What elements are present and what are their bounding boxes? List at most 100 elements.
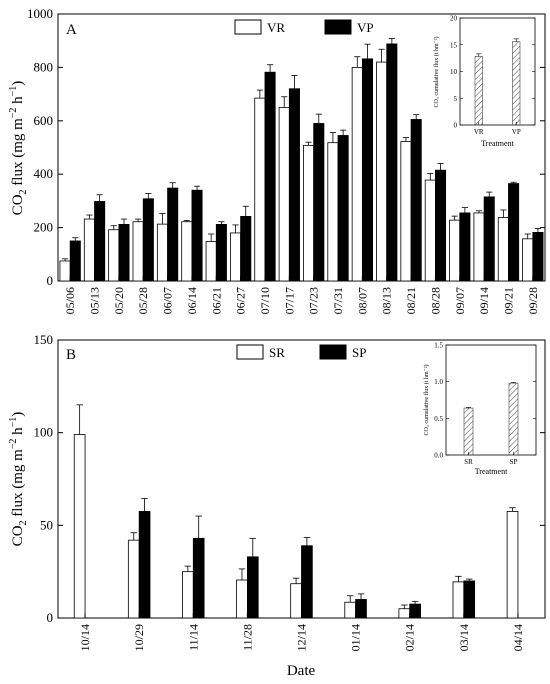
bar-vr xyxy=(327,142,339,282)
panel-b-y-axis-title: CO2 flux (mg m−2 h−1) xyxy=(8,412,29,547)
legend-swatch-sp xyxy=(319,344,347,360)
bar-vp xyxy=(94,201,106,282)
panel-b-x-ticks: 10/14 10/29 11/14 11/28 12/14 01/14 02/14 03/14… xyxy=(78,613,525,651)
inset-bar xyxy=(474,56,483,126)
panel-a-x-ticks: 05/06 05/13 05/20 05/28 06/07 06/14 06/21 06/27… xyxy=(63,276,540,314)
y-tick-label: 400 xyxy=(34,166,54,181)
bar-vr xyxy=(400,141,412,282)
y-tick-label: 0 xyxy=(47,273,54,288)
inset-y-tick-label: 20 xyxy=(450,15,458,23)
inset-x-tick-label: VP xyxy=(512,128,521,136)
bar-sp xyxy=(355,599,367,619)
x-tick-label: 05/06 xyxy=(63,287,77,314)
x-tick-label: 08/28 xyxy=(428,287,442,314)
inset-y-tick-label: 1.5 xyxy=(434,342,443,350)
panel-a-inset: CO₂ cumulative flux (t hm⁻²) Treatment 0… xyxy=(433,15,536,148)
legend-swatch-sr xyxy=(236,344,264,360)
bar-sp xyxy=(192,537,205,619)
bar-vr xyxy=(254,97,266,282)
legend-label-vr: VR xyxy=(267,20,285,35)
panel-b-inset-frame xyxy=(445,344,537,456)
bar-vp xyxy=(435,169,447,282)
x-tick-label: 10/14 xyxy=(78,624,92,651)
x-tick-label: 09/14 xyxy=(477,287,491,314)
bar-sr xyxy=(506,511,519,619)
x-tick-label: 08/13 xyxy=(380,287,394,314)
bar-vp xyxy=(361,58,374,282)
panel-b-chart: B CO2 flux (mg m−2 h−1) Date 0 50 100 150 1… xyxy=(8,332,546,679)
bar-sp xyxy=(246,556,259,619)
inset-y-tick-label: 5 xyxy=(454,95,458,103)
bar-vp xyxy=(532,232,544,282)
legend-swatch-vr xyxy=(234,19,262,35)
bar-vr xyxy=(229,232,242,282)
bar-vp xyxy=(69,240,81,282)
x-tick-label: 07/17 xyxy=(282,287,296,314)
bar-sp xyxy=(463,580,476,619)
bar-vp xyxy=(410,119,422,282)
x-tick-label: 05/28 xyxy=(136,287,150,314)
bar-vr xyxy=(376,61,388,282)
bar-sr xyxy=(290,583,302,619)
panel-a-chart: A CO2 flux (mg m−2 h−1) 0200400600800100… xyxy=(8,6,546,314)
bar-sr xyxy=(236,579,248,619)
x-tick-label: 06/27 xyxy=(234,287,248,314)
x-tick-label: 10/29 xyxy=(132,624,146,651)
bar-vr xyxy=(108,229,120,282)
bar-vr xyxy=(497,217,509,282)
bar-vp xyxy=(215,223,227,282)
inset-y-tick-label: 10 xyxy=(450,68,458,76)
legend-label-sr: SR xyxy=(269,345,285,360)
bar-vr xyxy=(278,107,290,282)
x-tick-label: 11/28 xyxy=(240,624,254,651)
inset-bar xyxy=(463,407,474,456)
bar-vp xyxy=(288,88,300,282)
bar-sr xyxy=(73,434,86,619)
x-tick-label: 06/07 xyxy=(161,287,175,314)
inset-y-tick-label: 1.0 xyxy=(434,378,443,386)
panel-a-legend: VR VP xyxy=(234,19,374,35)
x-tick-label: 06/14 xyxy=(185,287,199,314)
bar-vp xyxy=(118,223,130,282)
bar-vp xyxy=(191,189,203,282)
bar-vp xyxy=(240,215,252,282)
y-tick-label: 0 xyxy=(47,610,54,625)
x-tick-label: 01/14 xyxy=(349,624,363,651)
x-tick-label: 07/23 xyxy=(307,287,321,314)
x-tick-label: 07/31 xyxy=(331,287,345,314)
y-tick-label: 100 xyxy=(34,425,54,440)
bar-vr xyxy=(83,218,95,282)
x-tick-label: 09/07 xyxy=(453,287,467,314)
legend-swatch-vp xyxy=(324,19,352,35)
y-tick-label: 200 xyxy=(34,220,54,235)
bar-vp xyxy=(313,123,325,282)
y-tick-label: 150 xyxy=(34,332,54,347)
bar-sr xyxy=(127,539,140,619)
bar-vr xyxy=(205,241,217,282)
y-tick-label: 800 xyxy=(34,59,54,74)
inset-y-tick-label: 0 xyxy=(454,122,458,130)
bar-vr xyxy=(156,223,168,282)
x-tick-label: 03/14 xyxy=(457,624,471,651)
bar-vr xyxy=(351,67,363,282)
bar-vr xyxy=(473,212,485,282)
inset-bar xyxy=(508,382,519,456)
bar-sp xyxy=(138,511,151,619)
panel-b-inset: CO₂ cumulative flux (t hm⁻²) Treatment 0… xyxy=(423,342,537,476)
bar-vp xyxy=(337,135,349,282)
x-tick-label: 11/14 xyxy=(186,624,200,651)
panel-b-x-axis-title: Date xyxy=(287,663,316,679)
legend-label-sp: SP xyxy=(352,345,366,360)
y-tick-label: 600 xyxy=(34,113,54,128)
bar-vr xyxy=(303,144,315,282)
x-tick-label: 08/21 xyxy=(404,287,418,314)
bar-sr xyxy=(398,608,411,619)
inset-x-tick-label: SR xyxy=(464,458,473,466)
bar-sr xyxy=(182,571,194,619)
bar-vr xyxy=(59,260,71,282)
bar-vr xyxy=(132,221,144,282)
legend-label-vp: VP xyxy=(357,20,374,35)
bar-vr xyxy=(522,238,534,282)
panel-b-inset-y-title: CO₂ cumulative flux (t hm⁻²) xyxy=(423,364,430,435)
